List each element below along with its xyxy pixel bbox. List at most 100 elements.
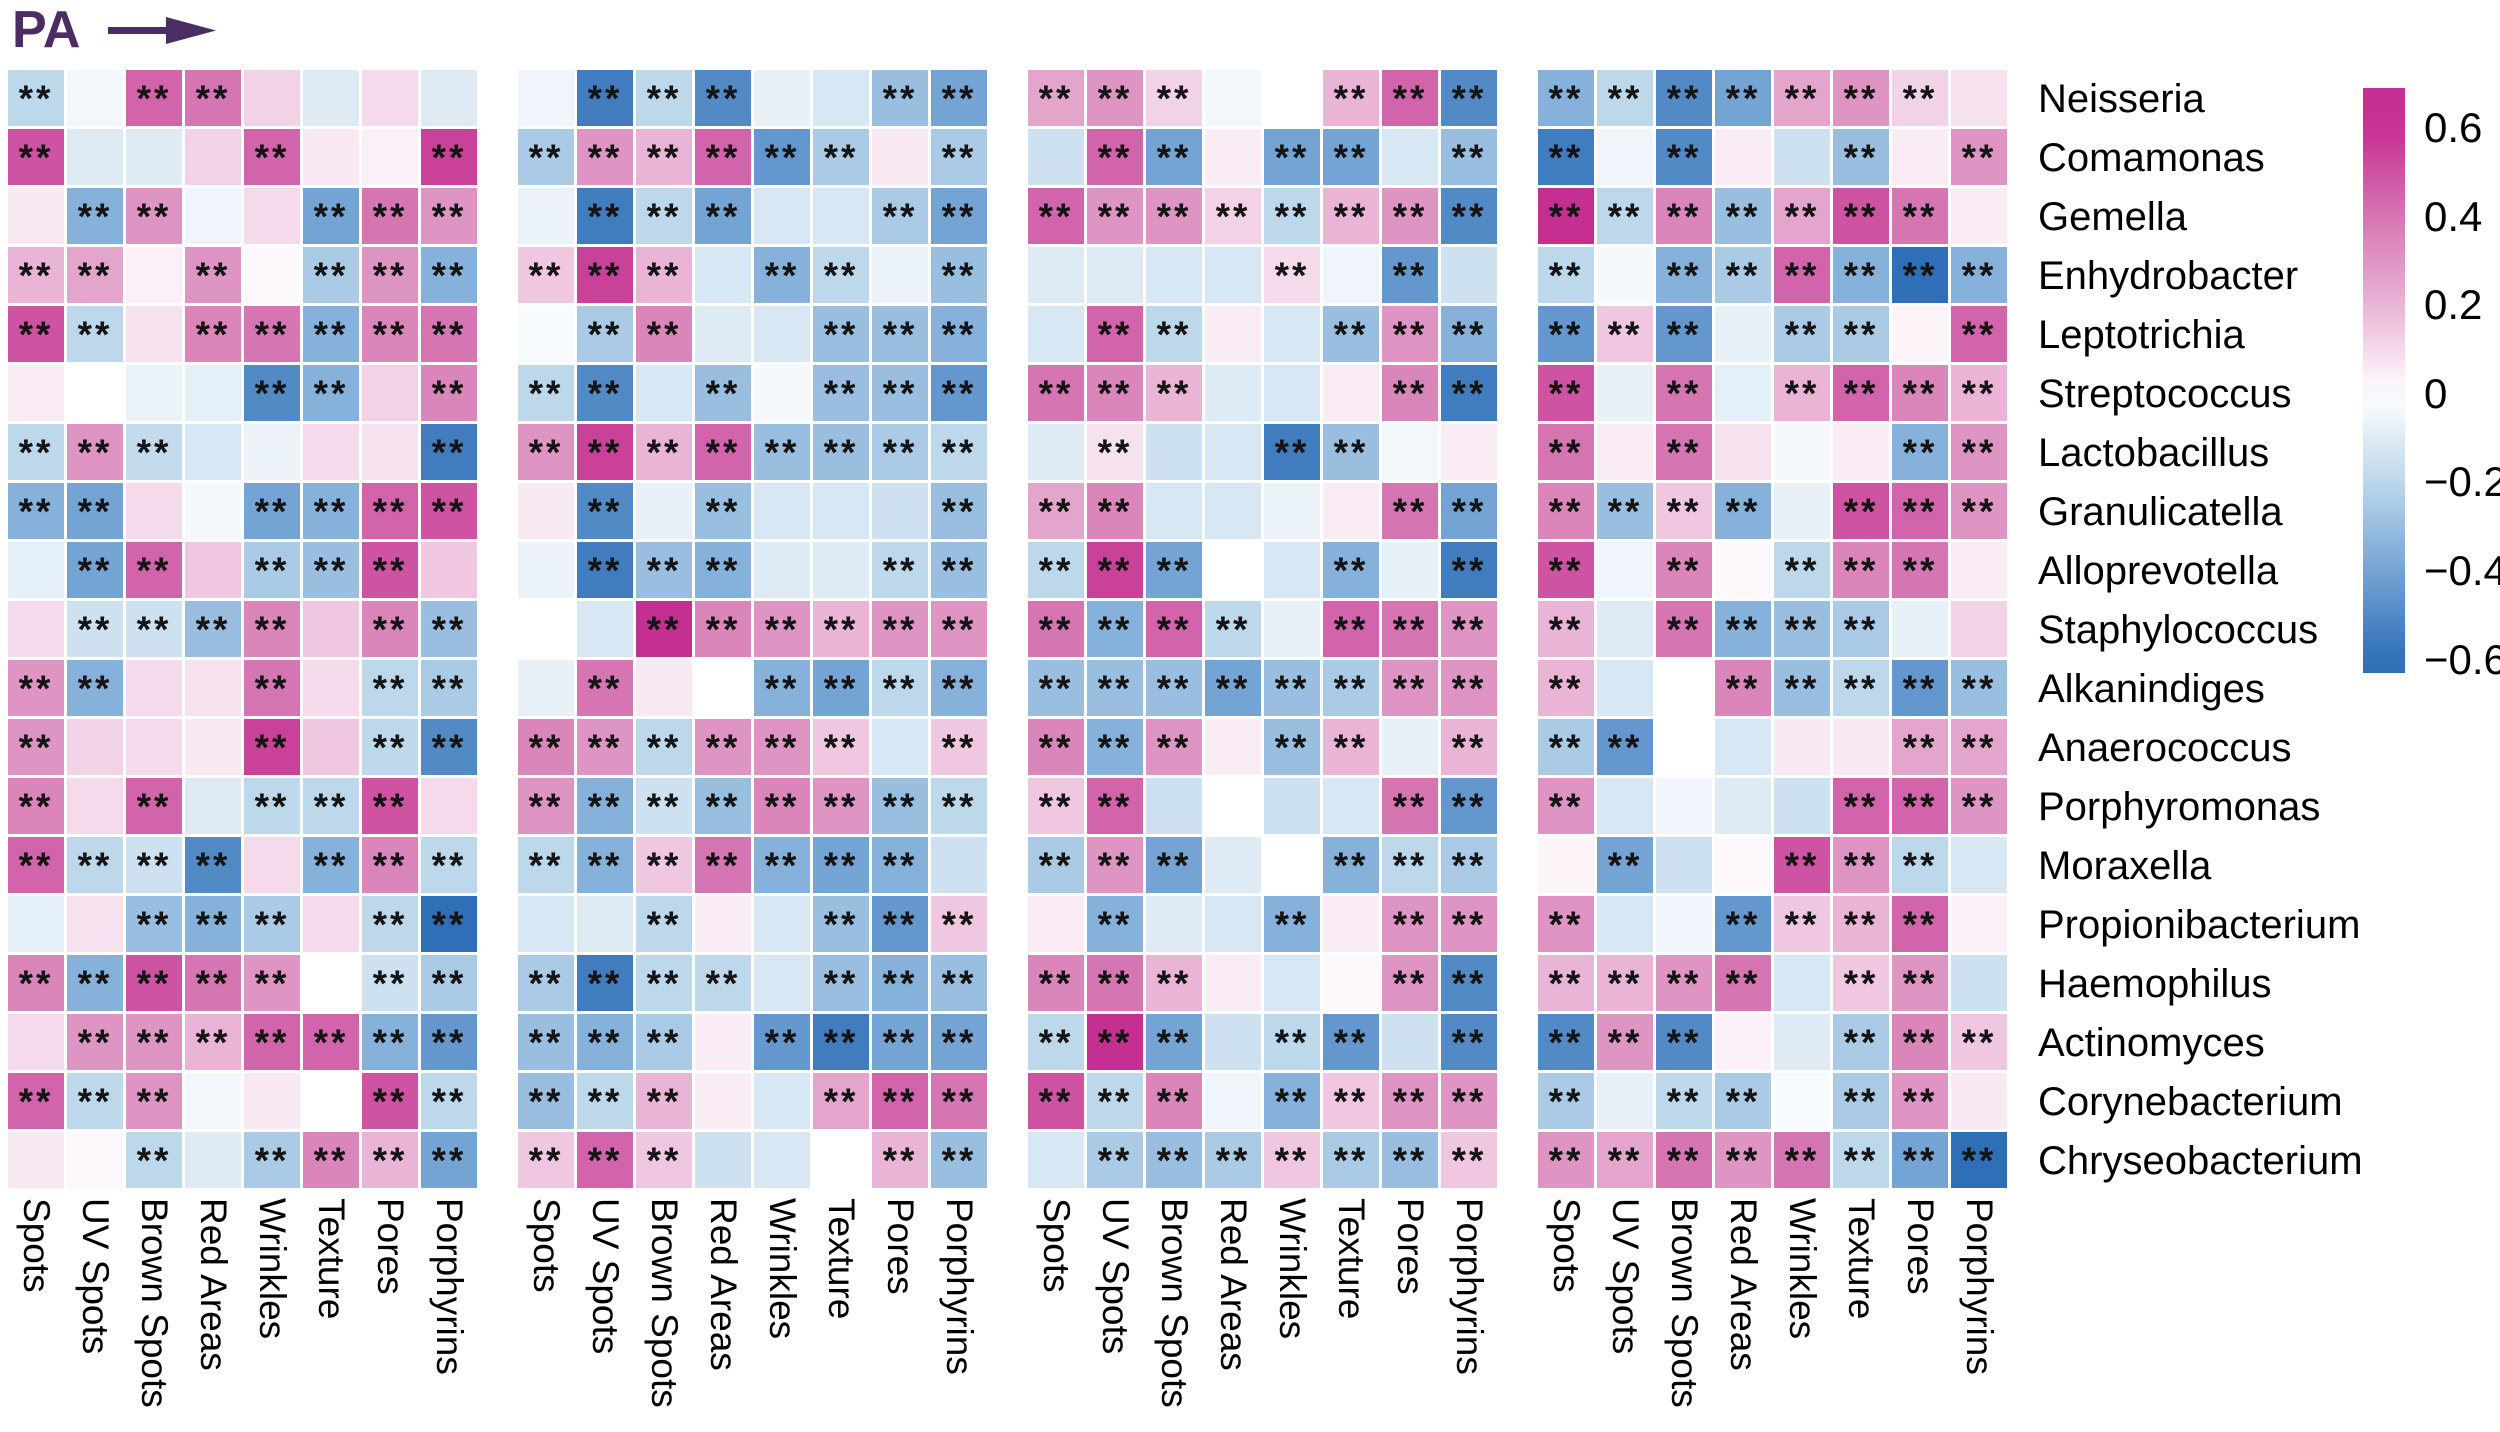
- row-label: Alkanindiges: [2038, 667, 2265, 711]
- heatmap-cell: **: [303, 365, 359, 421]
- heatmap-cell: [244, 1073, 300, 1129]
- heatmap-cell: [754, 306, 810, 362]
- heatmap-cell: **: [1538, 247, 1594, 303]
- heatmap-cell: [1205, 1014, 1261, 1070]
- heatmap-cell: **: [421, 365, 477, 421]
- heatmap-cell: **: [636, 129, 692, 185]
- colorbar-tick-label: −0.2: [2424, 458, 2500, 506]
- heatmap-cell: **: [1264, 660, 1320, 716]
- heatmap-cell: **: [931, 70, 987, 126]
- heatmap-cell: **: [1087, 837, 1143, 893]
- heatmap-cell: [126, 483, 182, 539]
- heatmap-cell: [185, 365, 241, 421]
- heatmap-cell: **: [695, 129, 751, 185]
- heatmap-cell: **: [1028, 778, 1084, 834]
- heatmap-cell: [1441, 424, 1497, 480]
- heatmap-cell: **: [421, 247, 477, 303]
- heatmap-cell: **: [1382, 247, 1438, 303]
- heatmap-cell: **: [67, 1073, 123, 1129]
- heatmap-cell: [1264, 837, 1320, 893]
- heatmap-cell: **: [1774, 306, 1830, 362]
- heatmap-cell: **: [695, 424, 751, 480]
- heatmap-cell: **: [1146, 365, 1202, 421]
- heatmap-cell: [1264, 306, 1320, 362]
- heatmap-cell: **: [754, 1014, 810, 1070]
- heatmap-cell: **: [362, 719, 418, 775]
- heatmap-cell: [1715, 778, 1771, 834]
- heatmap-cell: **: [1656, 1014, 1712, 1070]
- heatmap-cell: **: [8, 719, 64, 775]
- heatmap-cell: [1597, 778, 1653, 834]
- heatmap-cell: [126, 365, 182, 421]
- heatmap-cell: **: [303, 542, 359, 598]
- heatmap-cell: [1715, 365, 1771, 421]
- heatmap-cell: **: [1087, 778, 1143, 834]
- heatmap-cell: **: [244, 896, 300, 952]
- heatmap-cell: **: [67, 1014, 123, 1070]
- heatmap-cell: [1656, 660, 1712, 716]
- heatmap-cell: **: [1538, 542, 1594, 598]
- heatmap-cell: **: [1146, 1014, 1202, 1070]
- heatmap-cell: **: [577, 837, 633, 893]
- heatmap-cell: **: [1892, 719, 1948, 775]
- heatmap-cell: [1264, 70, 1320, 126]
- heatmap-panel-2: ** ** ** ** ** ** ** ** ** ** ** ** ** ** ** ** ** ** ** **…: [518, 70, 987, 1188]
- heatmap-cell: **: [1833, 129, 1889, 185]
- heatmap-cell: **: [577, 129, 633, 185]
- heatmap-cell: [1597, 365, 1653, 421]
- heatmap-cell: **: [813, 129, 869, 185]
- heatmap-cell: [67, 719, 123, 775]
- heatmap-cell: **: [1833, 778, 1889, 834]
- heatmap-cell: [1382, 542, 1438, 598]
- heatmap-cell: **: [813, 1073, 869, 1129]
- column-label: Porphyrins: [1449, 1198, 1490, 1375]
- heatmap-cell: [1264, 542, 1320, 598]
- heatmap-cell: **: [1264, 896, 1320, 952]
- heatmap-cell: [1087, 247, 1143, 303]
- heatmap-cell: [1205, 129, 1261, 185]
- heatmap-cell: **: [518, 778, 574, 834]
- heatmap-cell: **: [362, 247, 418, 303]
- heatmap-cell: [303, 1073, 359, 1129]
- heatmap-cell: [244, 247, 300, 303]
- heatmap-cell: [813, 483, 869, 539]
- heatmap-cell: **: [1892, 542, 1948, 598]
- heatmap-cell: **: [1146, 837, 1202, 893]
- heatmap-cell: **: [872, 660, 928, 716]
- heatmap-cell: **: [1656, 483, 1712, 539]
- heatmap-cell: **: [1146, 70, 1202, 126]
- heatmap-cell: [1323, 247, 1379, 303]
- heatmap-cell: **: [1028, 837, 1084, 893]
- heatmap-cell: [1715, 129, 1771, 185]
- heatmap-cell: **: [244, 955, 300, 1011]
- column-label: Wrinkles: [1782, 1198, 1823, 1340]
- heatmap-cell: **: [362, 483, 418, 539]
- heatmap-cell: **: [1323, 542, 1379, 598]
- row-label: Granulicatella: [2038, 490, 2283, 534]
- heatmap-cell: [872, 483, 928, 539]
- heatmap-cell: [1028, 306, 1084, 362]
- heatmap-cell: [1205, 247, 1261, 303]
- heatmap-cell: **: [8, 247, 64, 303]
- heatmap-cell: **: [872, 601, 928, 657]
- heatmap-cell: [695, 1073, 751, 1129]
- column-label: Spots: [526, 1198, 567, 1293]
- heatmap-cell: **: [1382, 1132, 1438, 1188]
- heatmap-cell: **: [1441, 542, 1497, 598]
- heatmap-cell: [67, 129, 123, 185]
- heatmap-cell: **: [1538, 660, 1594, 716]
- heatmap-cell: **: [67, 306, 123, 362]
- heatmap-cell: **: [813, 896, 869, 952]
- heatmap-cell: **: [577, 188, 633, 244]
- heatmap-cell: **: [1087, 306, 1143, 362]
- heatmap-cell: **: [1264, 129, 1320, 185]
- heatmap-cell: **: [1538, 306, 1594, 362]
- heatmap-cell: **: [1597, 483, 1653, 539]
- heatmap-cell: [1774, 424, 1830, 480]
- heatmap-cell: **: [1774, 188, 1830, 244]
- heatmap-cell: **: [931, 896, 987, 952]
- heatmap-cell: **: [244, 365, 300, 421]
- colorbar-tick-label: 0.4: [2424, 192, 2483, 240]
- heatmap-cell: [8, 365, 64, 421]
- heatmap-cell: **: [303, 1014, 359, 1070]
